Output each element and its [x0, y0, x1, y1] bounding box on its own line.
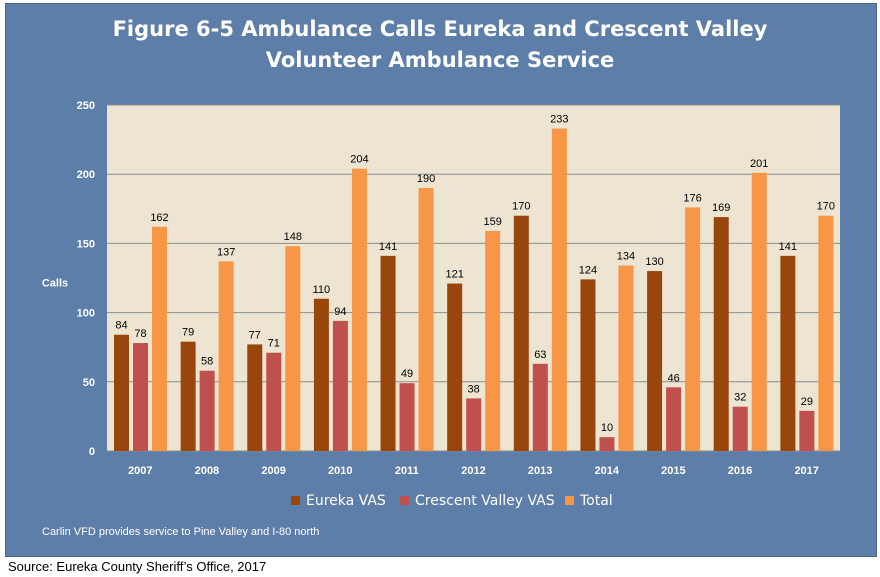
data-label: 110: [313, 284, 331, 296]
chart-title-line-1: Figure 6-5 Ambulance Calls Eureka and Cr…: [112, 17, 768, 41]
data-label: 71: [268, 338, 280, 350]
x-tick-label: 2012: [461, 465, 485, 477]
data-label: 159: [484, 216, 502, 228]
chart-title-line-2: Volunteer Ambulance Service: [265, 48, 615, 72]
bar-crescent-valley-vas-2016: [732, 406, 748, 451]
bar-crescent-valley-vas-2012: [466, 398, 482, 451]
x-tick-label: 2009: [261, 465, 285, 477]
bar-crescent-valley-vas-2010: [332, 320, 348, 451]
legend-swatch-crescent-valley-vas: [400, 496, 409, 505]
legend-label: Crescent Valley VAS: [415, 493, 555, 509]
data-label: 233: [550, 114, 568, 126]
data-label: 77: [249, 329, 261, 341]
bar-total-2016: [751, 172, 767, 452]
legend-label: Total: [579, 493, 613, 509]
data-label: 176: [683, 192, 701, 204]
y-tick-label: 150: [77, 238, 95, 250]
data-label: 141: [379, 241, 397, 253]
bar-total-2009: [285, 246, 301, 451]
bar-total-2007: [152, 226, 167, 451]
legend-swatch-eureka-vas: [291, 496, 300, 505]
data-label: 84: [115, 320, 127, 332]
bar-crescent-valley-vas-2015: [666, 387, 682, 451]
bar-total-2014: [618, 265, 634, 451]
bar-total-2012: [485, 230, 501, 451]
chart-title: Figure 6-5 Ambulance Calls Eureka and Cr…: [0, 14, 880, 76]
y-axis-label: Calls: [42, 277, 68, 289]
bar-crescent-valley-vas-2009: [266, 352, 282, 451]
bar-total-2015: [685, 207, 701, 451]
data-label: 46: [667, 372, 679, 384]
y-tick-label: 100: [77, 308, 95, 320]
bar-total-2017: [818, 215, 834, 451]
bar-total-2008: [218, 261, 234, 451]
data-label: 38: [468, 383, 480, 395]
data-label: 170: [512, 201, 530, 213]
x-tick-label: 2011: [395, 465, 419, 477]
data-label: 137: [217, 246, 235, 258]
data-label: 134: [617, 251, 635, 263]
data-label: 32: [734, 392, 746, 404]
data-label: 79: [182, 327, 194, 339]
bar-eureka-vas-2007: [114, 334, 129, 451]
data-label: 49: [401, 368, 413, 380]
data-label: 130: [645, 256, 663, 268]
x-tick-label: 2007: [128, 465, 152, 477]
bar-eureka-vas-2017: [780, 255, 796, 451]
bar-total-2010: [351, 168, 367, 451]
x-tick-label: 2017: [794, 465, 818, 477]
data-label: 124: [579, 264, 597, 276]
legend-label: Eureka VAS: [306, 493, 386, 509]
bar-total-2011: [418, 188, 434, 452]
chart-footnote: Carlin VFD provides service to Pine Vall…: [42, 526, 320, 538]
bar-crescent-valley-vas-2008: [199, 370, 215, 451]
data-label: 169: [712, 202, 730, 214]
y-tick-label: 0: [89, 446, 95, 458]
data-label: 121: [446, 269, 464, 281]
data-label: 162: [150, 212, 168, 224]
source-note: Source: Eureka County Sheriff’s Office, …: [8, 559, 267, 574]
data-label: 148: [284, 231, 302, 243]
data-label: 63: [534, 349, 546, 361]
bar-eureka-vas-2009: [247, 344, 263, 451]
bar-total-2013: [551, 128, 567, 451]
bar-eureka-vas-2016: [713, 217, 729, 451]
x-tick-label: 2008: [195, 465, 219, 477]
data-label: 78: [134, 328, 146, 340]
bar-crescent-valley-vas-2011: [399, 383, 415, 451]
bar-eureka-vas-2010: [313, 298, 329, 451]
bar-eureka-vas-2008: [180, 341, 196, 451]
y-tick-label: 50: [83, 377, 95, 389]
bar-crescent-valley-vas-2013: [532, 363, 548, 451]
data-label: 201: [750, 158, 768, 170]
bar-eureka-vas-2013: [513, 215, 529, 451]
y-tick-label: 250: [77, 100, 95, 112]
x-tick-label: 2015: [661, 465, 685, 477]
bar-crescent-valley-vas-2014: [599, 437, 615, 451]
x-tick-label: 2014: [595, 465, 620, 477]
data-label: 141: [779, 241, 797, 253]
x-tick-label: 2016: [728, 465, 752, 477]
bar-crescent-valley-vas-2007: [133, 343, 148, 451]
legend-swatch-total: [565, 496, 574, 505]
data-label: 58: [201, 356, 213, 368]
data-label: 190: [417, 173, 435, 185]
data-label: 204: [350, 154, 368, 166]
data-label: 94: [334, 306, 346, 318]
data-label: 170: [817, 201, 835, 213]
bar-eureka-vas-2015: [647, 271, 663, 451]
data-label: 29: [801, 396, 813, 408]
x-tick-label: 2010: [328, 465, 352, 477]
y-tick-label: 200: [77, 169, 95, 181]
bar-eureka-vas-2012: [447, 283, 463, 451]
x-tick-label: 2013: [528, 465, 552, 477]
bar-eureka-vas-2014: [580, 279, 596, 451]
bar-crescent-valley-vas-2017: [799, 410, 815, 451]
bar-eureka-vas-2011: [380, 255, 396, 451]
data-label: 10: [601, 422, 613, 434]
